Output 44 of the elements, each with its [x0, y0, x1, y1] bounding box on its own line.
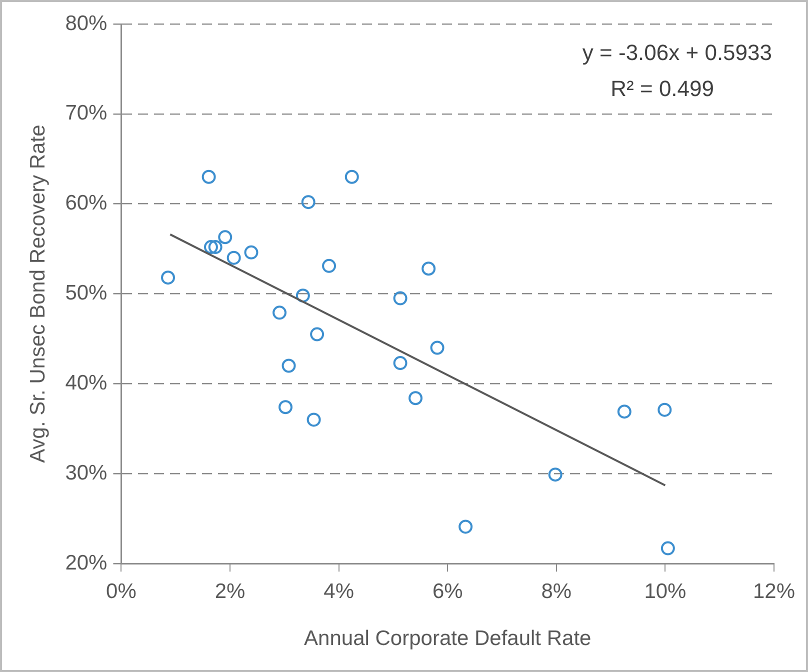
y-tick-label: 50% — [65, 282, 108, 305]
x-tick-label: 6% — [432, 580, 463, 603]
y-axis-title: Avg. Sr. Unsec Bond Recovery Rate — [26, 124, 50, 463]
x-tick-label: 4% — [324, 580, 354, 603]
point — [161, 270, 176, 285]
point — [282, 358, 296, 373]
point — [393, 291, 408, 306]
y-tick-label: 60% — [65, 192, 108, 215]
y-tick-label: 70% — [65, 102, 108, 125]
point — [310, 327, 324, 342]
point — [408, 391, 423, 406]
point — [278, 400, 293, 414]
y-tick-label: 40% — [65, 372, 108, 395]
point — [658, 402, 672, 417]
x-tick-label: 8% — [541, 580, 572, 603]
point — [202, 170, 216, 184]
point — [244, 245, 258, 260]
point — [393, 356, 408, 370]
point — [208, 240, 222, 254]
point — [296, 288, 310, 303]
annotation: R² = 0.499 — [610, 76, 714, 102]
point — [322, 258, 336, 273]
x-tick-label: 12% — [752, 580, 796, 603]
point — [458, 520, 473, 534]
point — [344, 170, 359, 184]
x-tick-label: 10% — [644, 580, 686, 603]
point — [422, 262, 436, 276]
annotation: y = -3.06x + 0.5933 — [582, 40, 772, 66]
point — [430, 340, 444, 355]
point — [660, 541, 675, 556]
x-tick-label: 2% — [214, 580, 246, 603]
point — [272, 306, 287, 320]
point — [617, 404, 632, 419]
point — [306, 412, 321, 427]
point — [301, 195, 316, 210]
y-tick-label: 80% — [65, 12, 108, 35]
y-tick-label: 20% — [65, 551, 108, 574]
x-axis-title: Annual Corporate Default Rate — [304, 627, 592, 650]
point — [226, 250, 241, 265]
y-tick-label: 30% — [65, 461, 108, 484]
point — [548, 468, 562, 482]
x-tick-label: 0% — [106, 580, 136, 603]
point — [204, 240, 218, 254]
point — [218, 230, 232, 244]
